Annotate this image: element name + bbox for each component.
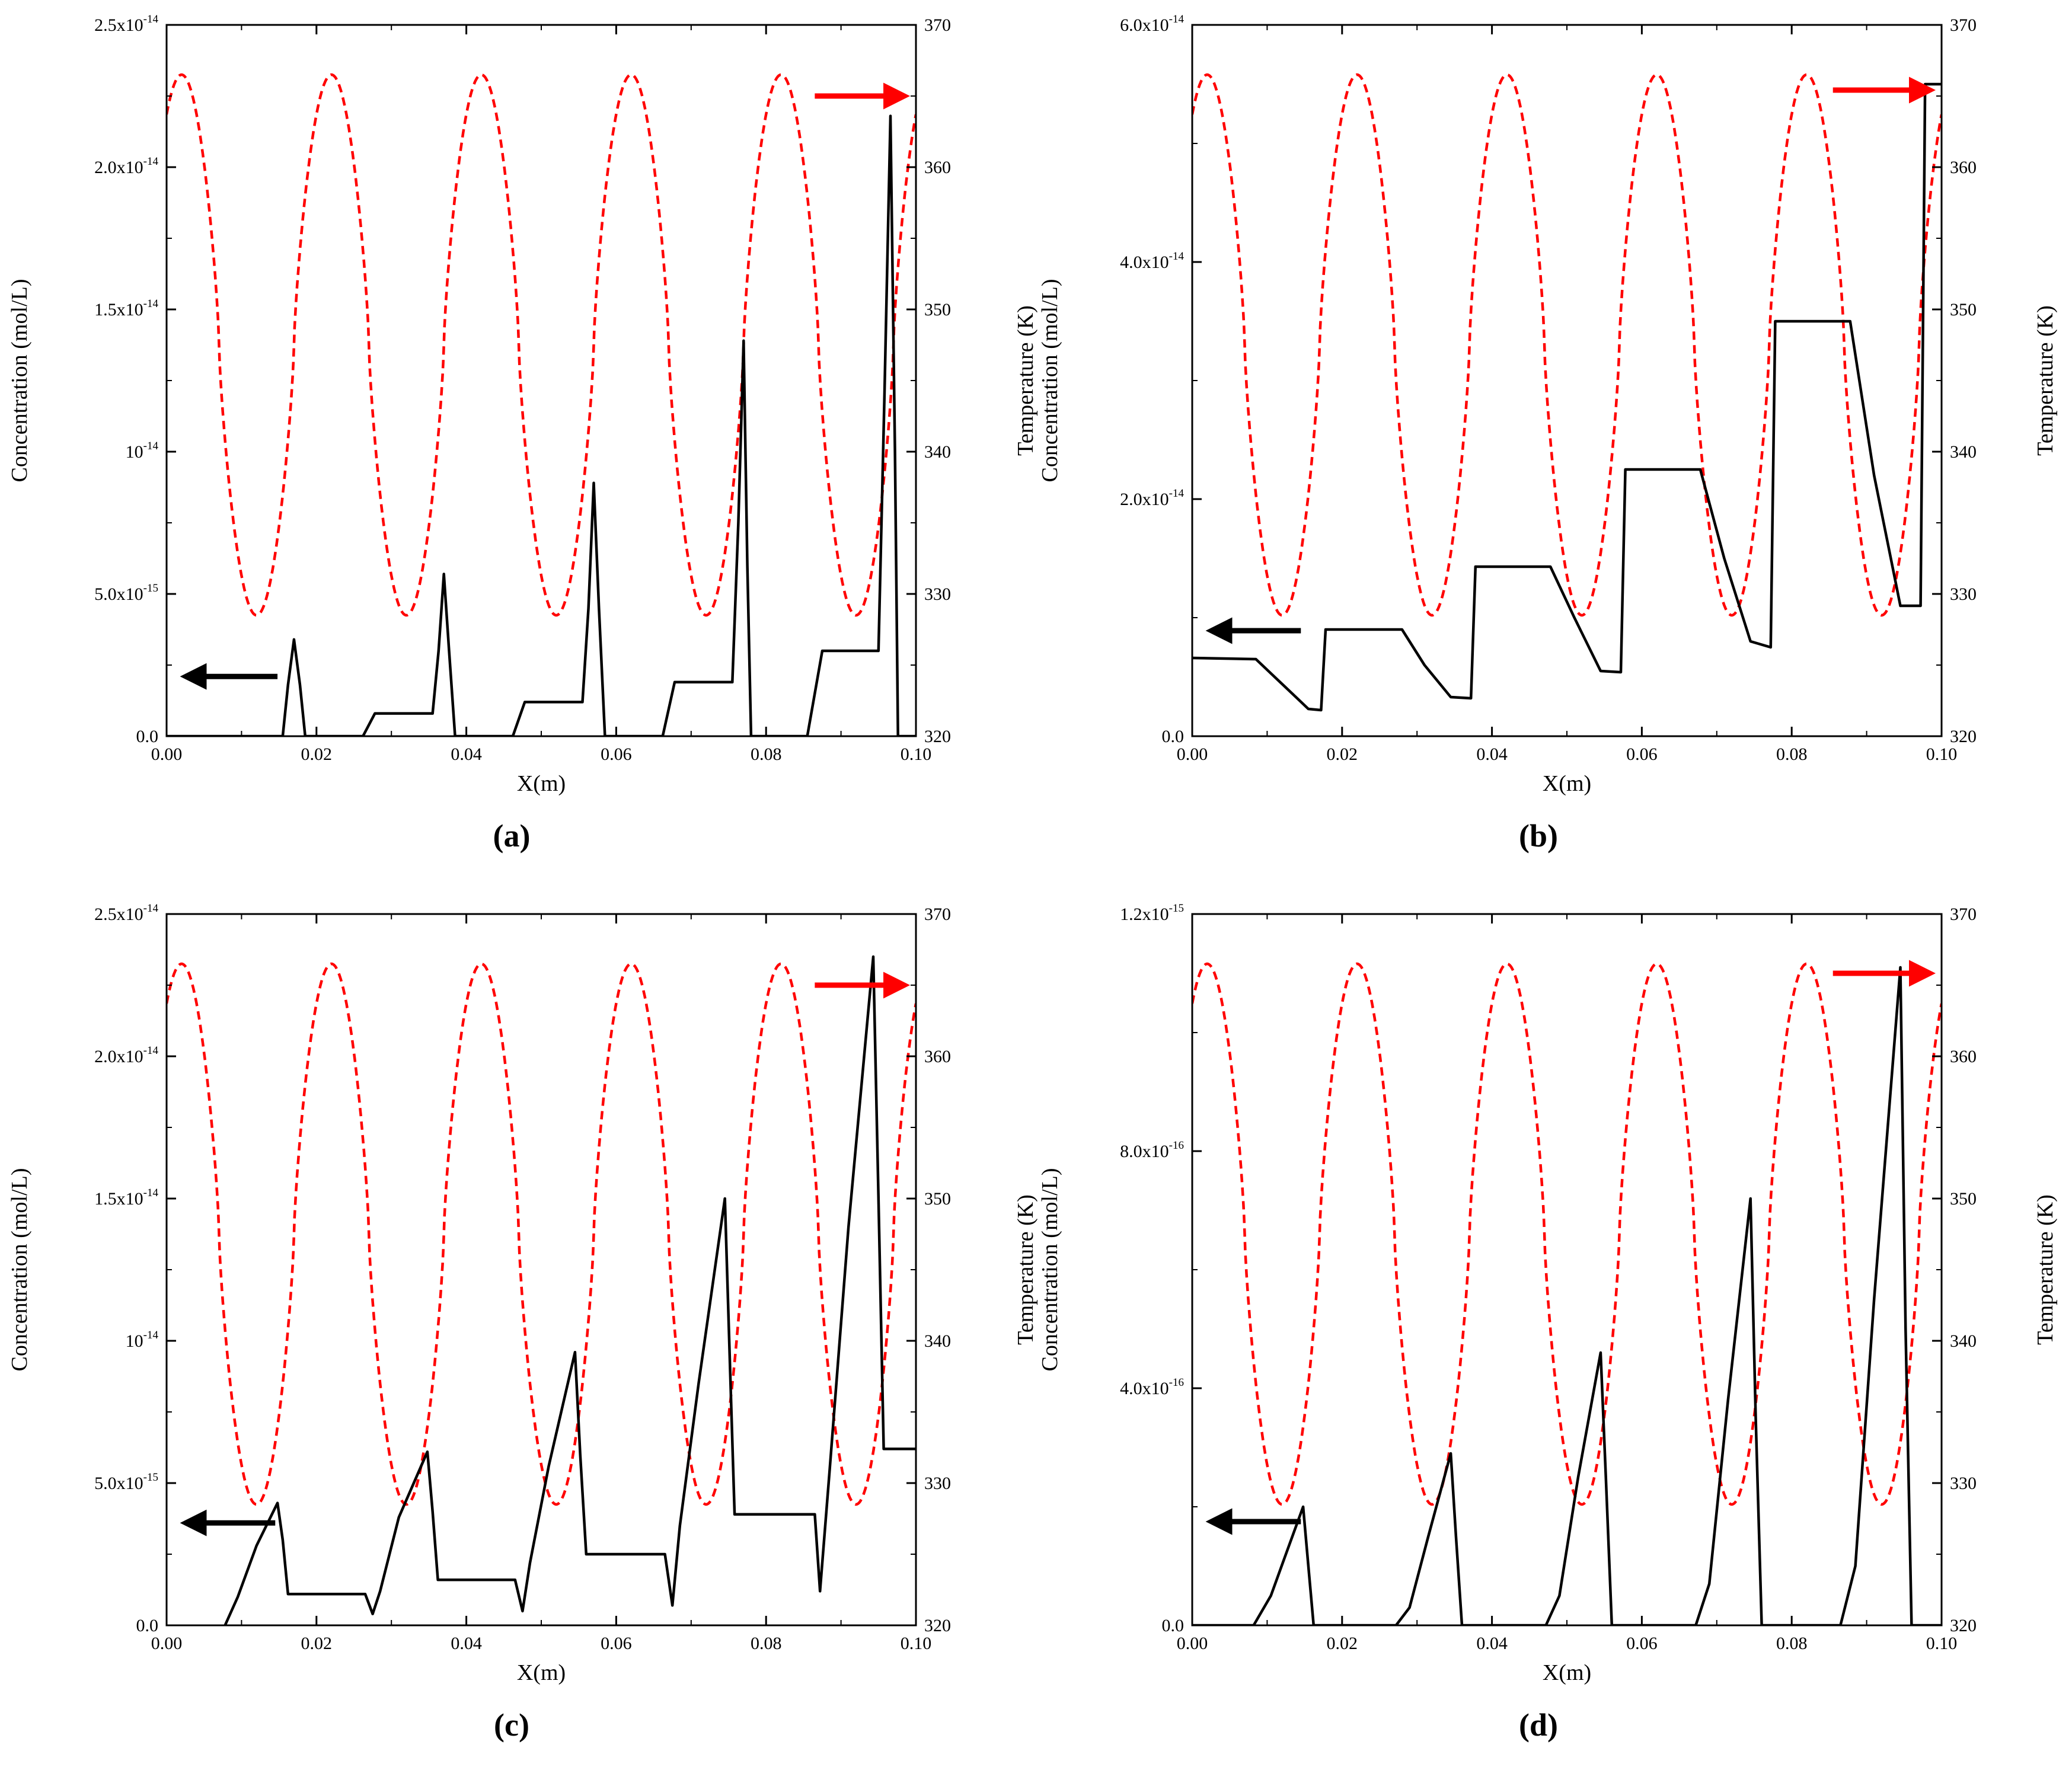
y-tick-label: 10-14 bbox=[126, 440, 159, 462]
plot-frame bbox=[165, 24, 917, 737]
y2-tick-label: 350 bbox=[924, 1189, 951, 1209]
y-tick-label: 6.0x10-14 bbox=[1120, 13, 1184, 35]
x-tick-label: 0.00 bbox=[1177, 744, 1208, 764]
y2-tick-label: 360 bbox=[1950, 1047, 1977, 1066]
y2-tick-label: 360 bbox=[1950, 158, 1977, 177]
x-tick-label: 0.04 bbox=[451, 744, 482, 764]
y2-tick-label: 370 bbox=[924, 15, 951, 35]
y2-tick-label: 320 bbox=[924, 1616, 951, 1635]
y-tick-label: 5.0x10-15 bbox=[94, 582, 158, 604]
x-tick-label: 0.08 bbox=[751, 1634, 782, 1653]
y-tick-label: 1.2x10-15 bbox=[1120, 902, 1184, 924]
y2-tick-label: 330 bbox=[1950, 1474, 1977, 1493]
chart-panel-a: 0.00 0.02 0.04 0.06 0.08 0.10 0.0 5.0x10-15 10-1… bbox=[7, 13, 1038, 854]
x-tick-label: 0.00 bbox=[1177, 1634, 1208, 1653]
y-tick-label: 2.0x10-14 bbox=[94, 155, 158, 177]
y-axis-title: Concentration (mol/L) bbox=[1037, 1168, 1062, 1372]
panel-label: (a) bbox=[493, 818, 531, 854]
y2-tick-label: 350 bbox=[1950, 300, 1977, 319]
y-tick-label: 5.0x10-15 bbox=[94, 1471, 158, 1493]
x-tick-label: 0.02 bbox=[1327, 744, 1358, 764]
y2-tick-label: 340 bbox=[924, 442, 951, 462]
x-axis-title: X(m) bbox=[517, 1660, 566, 1685]
temperature-series-line bbox=[167, 73, 916, 617]
x-tick-label: 0.08 bbox=[1776, 1634, 1808, 1653]
panel-label: (d) bbox=[1519, 1707, 1558, 1743]
y-tick-label: 2.5x10-14 bbox=[94, 902, 158, 924]
x-tick-label: 0.04 bbox=[1476, 1634, 1508, 1653]
x-tick-label: 0.10 bbox=[1926, 744, 1958, 764]
x-tick-label: 0.06 bbox=[1626, 1634, 1658, 1653]
y-tick-label: 0.0 bbox=[1162, 727, 1185, 746]
concentration-series-line bbox=[167, 114, 916, 736]
x-tick-label: 0.10 bbox=[901, 744, 932, 764]
y-axis-title: Concentration (mol/L) bbox=[7, 279, 32, 483]
y2-tick-label: 330 bbox=[924, 584, 951, 604]
x-tick-label: 0.04 bbox=[451, 1634, 482, 1653]
x-tick-label: 0.02 bbox=[301, 744, 333, 764]
y-tick-label: 2.0x10-14 bbox=[94, 1044, 158, 1066]
y-tick-label: 0.0 bbox=[136, 727, 159, 746]
y-tick-label: 0.0 bbox=[136, 1616, 159, 1635]
y2-tick-label: 360 bbox=[924, 1047, 951, 1066]
y2-axis-title: Temperature (K) bbox=[1013, 1194, 1038, 1345]
y2-tick-label: 350 bbox=[924, 300, 951, 319]
x-tick-label: 0.06 bbox=[601, 744, 632, 764]
x-tick-label: 0.06 bbox=[1626, 744, 1658, 764]
x-tick-label: 0.00 bbox=[151, 1634, 183, 1653]
y2-axis-title: Temperature (K) bbox=[2033, 1194, 2058, 1345]
x-tick-label: 0.10 bbox=[1926, 1634, 1958, 1653]
x-axis-title: X(m) bbox=[517, 771, 566, 796]
y2-tick-label: 340 bbox=[924, 1331, 951, 1351]
y2-tick-label: 350 bbox=[1950, 1189, 1977, 1209]
y-tick-label: 4.0x10-16 bbox=[1120, 1376, 1184, 1398]
y2-tick-label: 330 bbox=[924, 1474, 951, 1493]
y-tick-label: 1.5x10-14 bbox=[94, 298, 158, 319]
x-tick-label: 0.10 bbox=[901, 1634, 932, 1653]
y-tick-label: 2.0x10-14 bbox=[1120, 487, 1184, 509]
concentration-series-line bbox=[1192, 82, 1942, 712]
y2-axis-title: Temperature (K) bbox=[2033, 305, 2058, 456]
chart-panel-b: 0.00 0.02 0.04 0.06 0.08 0.10 0.0 2.0x10-14 4.0x… bbox=[1037, 13, 2058, 854]
y-axis-title: Concentration (mol/L) bbox=[7, 1168, 32, 1372]
y2-tick-label: 370 bbox=[1950, 905, 1977, 924]
y-tick-label: 0.0 bbox=[1162, 1616, 1185, 1635]
temperature-series-line bbox=[1192, 73, 1942, 617]
x-tick-label: 0.02 bbox=[1327, 1634, 1358, 1653]
temperature-series-line bbox=[167, 962, 916, 1506]
panel-label: (b) bbox=[1519, 818, 1558, 854]
y2-tick-label: 330 bbox=[1950, 584, 1977, 604]
concentration-series-line bbox=[224, 955, 916, 1625]
chart-panel-d: 0.00 0.02 0.04 0.06 0.08 0.10 0.0 4.0x10-16 8.0x… bbox=[1037, 902, 2058, 1743]
concentration-series-line bbox=[1192, 966, 1942, 1625]
x-axis-title: X(m) bbox=[1543, 1660, 1591, 1685]
y-tick-label: 2.5x10-14 bbox=[94, 13, 158, 35]
y2-tick-label: 340 bbox=[1950, 442, 1977, 462]
x-tick-label: 0.04 bbox=[1476, 744, 1508, 764]
y2-tick-label: 320 bbox=[924, 727, 951, 746]
y-tick-label: 8.0x10-16 bbox=[1120, 1139, 1184, 1161]
y-axis-title: Concentration (mol/L) bbox=[1037, 279, 1062, 483]
x-tick-label: 0.00 bbox=[151, 744, 183, 764]
y2-tick-label: 320 bbox=[1950, 1616, 1977, 1635]
y2-tick-label: 340 bbox=[1950, 1331, 1977, 1351]
y2-axis-title: Temperature (K) bbox=[1013, 305, 1038, 456]
y2-tick-label: 320 bbox=[1950, 727, 1977, 746]
y2-tick-label: 370 bbox=[1950, 15, 1977, 35]
x-tick-label: 0.06 bbox=[601, 1634, 632, 1653]
chart-panel-c: 0.00 0.02 0.04 0.06 0.08 0.10 0.0 5.0x10-15 10-1… bbox=[7, 902, 1038, 1743]
plot-frame bbox=[1191, 24, 1943, 737]
y2-tick-label: 370 bbox=[924, 905, 951, 924]
x-tick-label: 0.02 bbox=[301, 1634, 333, 1653]
y2-tick-label: 360 bbox=[924, 158, 951, 177]
y-tick-label: 1.5x10-14 bbox=[94, 1187, 158, 1209]
y-tick-label: 4.0x10-14 bbox=[1120, 250, 1184, 272]
x-tick-label: 0.08 bbox=[751, 744, 782, 764]
x-tick-label: 0.08 bbox=[1776, 744, 1808, 764]
y-tick-label: 10-14 bbox=[126, 1329, 159, 1351]
panel-label: (c) bbox=[494, 1707, 529, 1743]
temperature-series-line bbox=[1192, 962, 1942, 1506]
x-axis-title: X(m) bbox=[1543, 771, 1591, 796]
